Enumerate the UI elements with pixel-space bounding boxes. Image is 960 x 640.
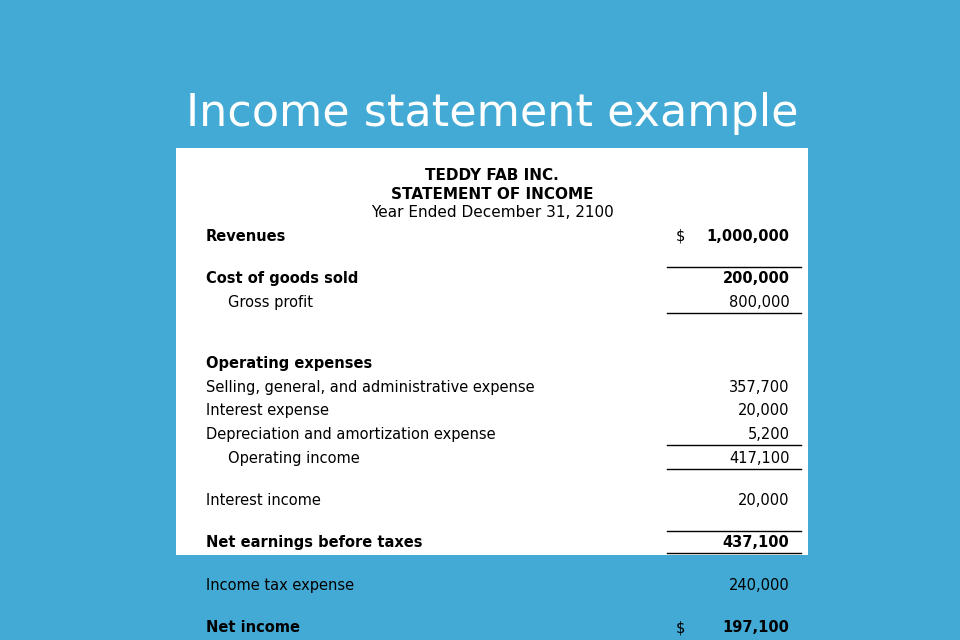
- Text: Cost of goods sold: Cost of goods sold: [205, 271, 358, 286]
- Text: Depreciation and amortization expense: Depreciation and amortization expense: [205, 427, 495, 442]
- Text: 357,700: 357,700: [729, 380, 789, 395]
- Text: Interest expense: Interest expense: [205, 403, 328, 419]
- Text: 800,000: 800,000: [729, 295, 789, 310]
- Text: Income statement example: Income statement example: [185, 92, 799, 135]
- Text: Net earnings before taxes: Net earnings before taxes: [205, 536, 422, 550]
- Text: $: $: [676, 229, 685, 244]
- Text: Selling, general, and administrative expense: Selling, general, and administrative exp…: [205, 380, 534, 395]
- Text: 5,200: 5,200: [748, 427, 789, 442]
- Text: 417,100: 417,100: [729, 451, 789, 466]
- Text: 20,000: 20,000: [738, 493, 789, 508]
- Text: $: $: [676, 620, 685, 636]
- Text: Year Ended December 31, 2100: Year Ended December 31, 2100: [371, 205, 613, 220]
- Text: Operating income: Operating income: [228, 451, 360, 466]
- Text: Gross profit: Gross profit: [228, 295, 313, 310]
- Text: 200,000: 200,000: [723, 271, 789, 286]
- Text: TEDDY FAB INC.: TEDDY FAB INC.: [425, 168, 559, 183]
- Text: 1,000,000: 1,000,000: [707, 229, 789, 244]
- Text: 437,100: 437,100: [723, 536, 789, 550]
- Text: 240,000: 240,000: [729, 578, 789, 593]
- Text: 197,100: 197,100: [723, 620, 789, 636]
- Text: Operating expenses: Operating expenses: [205, 356, 372, 371]
- Text: Net income: Net income: [205, 620, 300, 636]
- Text: STATEMENT OF INCOME: STATEMENT OF INCOME: [391, 187, 593, 202]
- Text: Revenues: Revenues: [205, 229, 286, 244]
- Text: Income tax expense: Income tax expense: [205, 578, 353, 593]
- FancyBboxPatch shape: [176, 148, 808, 555]
- Text: 20,000: 20,000: [738, 403, 789, 419]
- Text: Interest income: Interest income: [205, 493, 321, 508]
